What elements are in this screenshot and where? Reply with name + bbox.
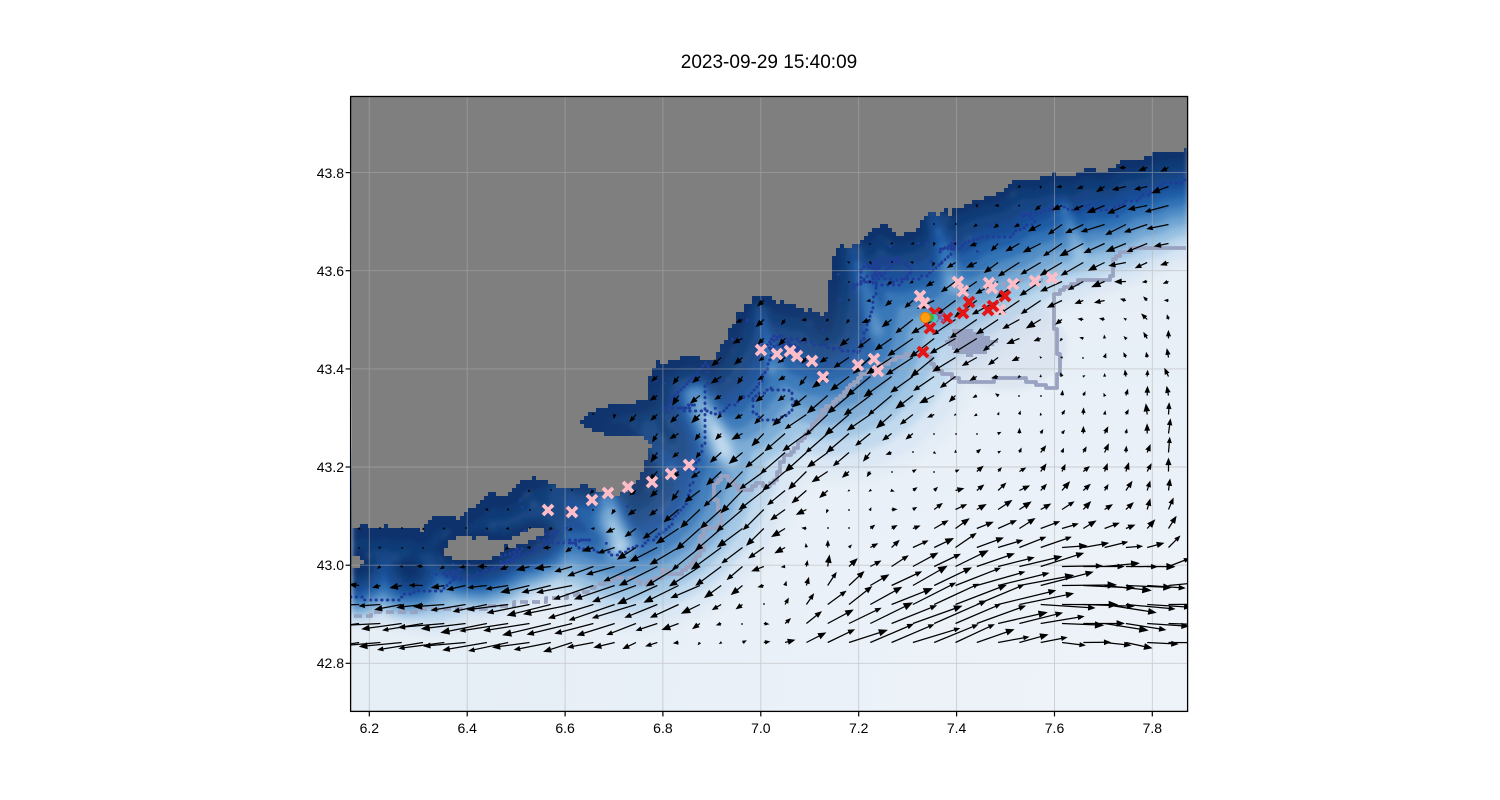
svg-text:7.4: 7.4	[947, 720, 967, 736]
svg-text:43.0: 43.0	[317, 557, 344, 573]
svg-text:7.2: 7.2	[849, 720, 869, 736]
svg-text:6.4: 6.4	[457, 720, 477, 736]
svg-text:2023-09-29 15:40:09: 2023-09-29 15:40:09	[681, 52, 857, 73]
svg-text:7.0: 7.0	[751, 720, 771, 736]
svg-text:42.8: 42.8	[317, 655, 344, 671]
svg-text:43.2: 43.2	[317, 459, 344, 475]
svg-text:6.6: 6.6	[555, 720, 575, 736]
svg-text:7.6: 7.6	[1045, 720, 1065, 736]
svg-text:43.6: 43.6	[317, 263, 344, 279]
svg-text:7.8: 7.8	[1143, 720, 1163, 736]
svg-text:43.4: 43.4	[317, 361, 344, 377]
svg-text:6.2: 6.2	[360, 720, 380, 736]
svg-text:43.8: 43.8	[317, 165, 344, 181]
svg-text:6.8: 6.8	[653, 720, 673, 736]
